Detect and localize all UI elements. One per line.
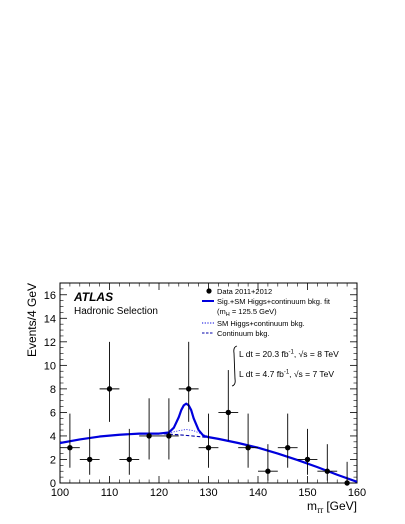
y-tick-label: 0 [50, 478, 56, 490]
x-tick-label: 100 [51, 487, 69, 499]
luminosity-block: L dt = 20.3 fb-1, √s = 8 TeV L dt = 4.7 … [231, 345, 339, 387]
x-tick-label: 150 [298, 487, 316, 499]
lumi-line-8tev: L dt = 20.3 fb-1, √s = 8 TeV [239, 349, 339, 359]
legend-label-data: Data 2011+2012 [217, 287, 272, 296]
energy-8tev: , √s = 8 TeV [294, 349, 339, 359]
legend-mass-prefix: (m [217, 307, 226, 316]
integral-sign-icon [231, 345, 238, 387]
data-point [324, 468, 330, 474]
x-axis-title-unit: [GeV] [323, 499, 357, 513]
y-tick-label: 8 [50, 384, 56, 396]
data-point [67, 445, 73, 451]
series-line-solid-thick [60, 402, 357, 483]
legend-mass-rest: = 125.5 GeV) [230, 307, 277, 316]
data-point [265, 468, 271, 474]
data-point [186, 386, 192, 392]
legend: Data 2011+2012 Sig.+SM Higgs+continuum b… [202, 287, 331, 338]
data-point [126, 456, 132, 463]
data-point [225, 409, 231, 416]
data-point [304, 456, 311, 463]
energy-7tev: , √s = 7 TeV [289, 369, 334, 379]
y-tick-label: 6 [50, 407, 56, 419]
x-axis-title-main: m [307, 499, 317, 513]
x-tick-label: 140 [249, 487, 267, 499]
legend-label-mass: (mH = 125.5 GeV) [217, 307, 277, 318]
y-tick-label: 16 [44, 290, 56, 302]
legend-label-fit: Sig.+SM Higgs+continuum bkg. fit [217, 297, 331, 306]
x-tick-label: 160 [348, 487, 366, 499]
plot-area: 100 110 120 130 140 150 160 0 2 4 6 8 10 12 14 16 [44, 282, 366, 499]
x-tick-label: 110 [101, 487, 119, 499]
lumi-line-7tev: L dt = 4.7 fb-1, √s = 7 TeV [239, 369, 334, 379]
legend-label-smhiggs: SM Higgs+continuum bkg. [217, 319, 305, 328]
x-tick-label: 120 [150, 487, 168, 499]
data-point [285, 445, 291, 451]
data-point [166, 433, 172, 439]
lumi-unit-7tev: -1 [284, 370, 290, 376]
y-tick-label: 12 [44, 337, 56, 349]
lumi-value-7tev: L dt = 4.7 fb [239, 369, 284, 379]
lumi-value-8tev: L dt = 20.3 fb [239, 349, 289, 359]
data-points [60, 341, 357, 486]
selection-label: Hadronic Selection [74, 306, 158, 317]
y-tick-label: 2 [50, 454, 56, 466]
x-axis-title-sub: ττ [317, 506, 324, 515]
y-tick-label: 14 [44, 313, 56, 325]
legend-label-continuum: Continuum bkg. [217, 329, 270, 338]
y-axis-title: Events/4 GeV [25, 283, 39, 357]
data-point [106, 386, 113, 392]
data-point [344, 480, 350, 486]
lumi-unit-8tev: -1 [289, 350, 295, 356]
y-tick-label: 10 [44, 360, 56, 372]
data-point [245, 445, 251, 451]
legend-marker-data [206, 288, 212, 294]
y-tick-label: 4 [50, 431, 56, 443]
x-axis-title: mττ [GeV] [307, 499, 357, 515]
experiment-label: ATLAS [73, 290, 113, 304]
data-point [87, 456, 93, 463]
data-point [205, 445, 212, 451]
x-tick-label: 130 [199, 487, 217, 499]
data-point [146, 433, 152, 439]
legend-mass-sub: H [226, 312, 230, 318]
